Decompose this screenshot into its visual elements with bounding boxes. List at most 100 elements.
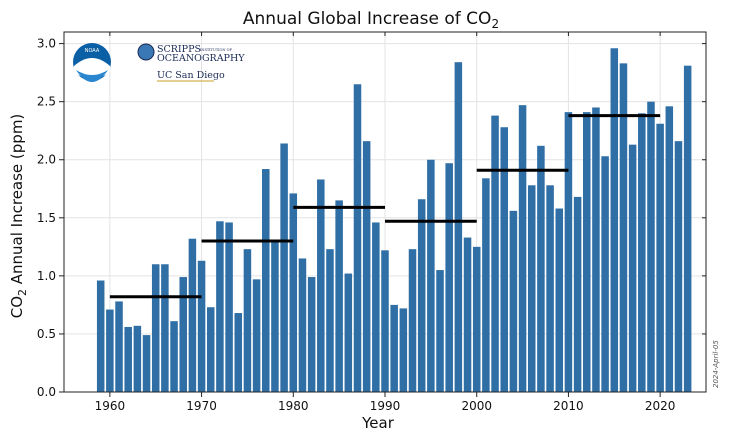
bar-2017 xyxy=(628,144,637,392)
y-axis-title-rest: Annual Increase (ppm) xyxy=(8,114,26,289)
bar-1984 xyxy=(326,249,334,392)
scripps-logo: SCRIPPS INSTITUTION OF OCEANOGRAPHY UC S… xyxy=(137,43,245,82)
bar-2006 xyxy=(527,185,536,392)
bar-2023 xyxy=(683,65,692,393)
bar-1991 xyxy=(390,304,398,392)
bar-1993 xyxy=(408,249,417,392)
bar-1989 xyxy=(372,222,380,392)
bar-2001 xyxy=(482,178,490,392)
bar-2018 xyxy=(638,113,646,392)
bar-2011 xyxy=(573,196,582,392)
decade-mean-lines xyxy=(109,114,661,299)
bar-1999 xyxy=(463,237,472,392)
date-note: 2024-April-05 xyxy=(712,340,720,388)
bar-2003 xyxy=(500,127,508,392)
y-axis-title-subscript: 2 xyxy=(16,289,29,296)
bar-1963 xyxy=(133,325,142,392)
bar-1998 xyxy=(454,62,463,392)
x-tick-label: 2000 xyxy=(461,399,492,413)
chart-title-main: Annual Global Increase of CO xyxy=(243,9,492,29)
bar-2022 xyxy=(674,141,683,392)
bar-1994 xyxy=(417,199,426,392)
bar-2000 xyxy=(472,246,481,392)
bar-2007 xyxy=(537,145,545,392)
bar-2014 xyxy=(601,156,609,392)
bar-1996 xyxy=(436,270,444,392)
x-axis-ticks: 1960 1970 1980 1990 2000 2010 2020 xyxy=(95,32,676,413)
scripps-tagline: INSTITUTION OF xyxy=(200,48,232,52)
bar-1975 xyxy=(243,249,252,392)
chart-title-subscript: 2 xyxy=(491,17,499,31)
bar-1995 xyxy=(427,159,435,392)
scripps-logo-globe xyxy=(137,43,155,61)
bar-1992 xyxy=(399,308,408,392)
y-axis-title-main: CO xyxy=(8,296,26,318)
bar-1982 xyxy=(307,277,316,392)
bar-1978 xyxy=(271,242,279,392)
bar-1986 xyxy=(344,273,353,392)
scripps-name-line2: OCEANOGRAPHY xyxy=(157,53,245,64)
bar-1965 xyxy=(151,264,160,392)
bar-1985 xyxy=(335,200,343,392)
bar-2004 xyxy=(509,210,518,392)
bar-1972 xyxy=(216,221,224,392)
bar-2021 xyxy=(665,106,674,392)
bar-1961 xyxy=(115,301,123,392)
bar-1980 xyxy=(289,193,298,392)
bar-2020 xyxy=(656,123,664,393)
bar-2019 xyxy=(647,101,655,393)
x-tick-label: 1990 xyxy=(370,399,401,413)
bar-1962 xyxy=(124,326,132,392)
y-tick-label: 2.5 xyxy=(37,95,56,109)
bar-1964 xyxy=(142,335,151,392)
bar-1977 xyxy=(262,169,270,392)
bar-1969 xyxy=(188,238,197,392)
bar-1973 xyxy=(225,222,233,392)
scripps-name-line1: SCRIPPS xyxy=(157,44,201,55)
bar-1988 xyxy=(362,141,371,392)
bar-1959 xyxy=(96,280,105,392)
bar-2008 xyxy=(546,185,554,392)
y-tick-label: 2.0 xyxy=(37,153,56,167)
bar-2015 xyxy=(610,48,619,392)
bar-1967 xyxy=(170,321,178,392)
y-tick-label: 0.5 xyxy=(37,327,56,341)
noaa-logo-text: NOAA xyxy=(85,48,100,54)
bar-1981 xyxy=(298,258,307,392)
bar-1987 xyxy=(353,84,362,392)
x-tick-label: 2020 xyxy=(645,399,676,413)
ucsd-wordmark: UC San Diego xyxy=(157,70,225,81)
bar-series xyxy=(96,48,692,393)
bar-2002 xyxy=(491,115,499,393)
x-tick-label: 2010 xyxy=(553,399,584,413)
bar-1983 xyxy=(317,179,325,392)
x-axis-title: Year xyxy=(361,414,395,432)
y-axis-title: CO2 Annual Increase (ppm) xyxy=(8,114,29,319)
bar-1970 xyxy=(197,260,206,392)
y-tick-label: 1.0 xyxy=(37,269,56,283)
bar-2013 xyxy=(592,107,600,392)
x-tick-label: 1970 xyxy=(186,399,217,413)
bar-2016 xyxy=(619,63,628,392)
bar-2009 xyxy=(555,208,564,392)
bar-1960 xyxy=(106,309,114,392)
y-tick-label: 1.5 xyxy=(37,211,56,225)
bar-1974 xyxy=(234,313,243,392)
bar-2010 xyxy=(564,112,573,392)
bar-2012 xyxy=(583,112,591,392)
bar-1976 xyxy=(252,279,261,392)
x-tick-label: 1980 xyxy=(278,399,309,413)
y-axis-ticks: 0.0 0.5 1.0 1.5 2.0 2.5 3.0 xyxy=(37,37,706,399)
y-tick-label: 0.0 xyxy=(37,385,56,399)
bar-1971 xyxy=(206,307,215,392)
y-tick-label: 3.0 xyxy=(37,37,56,51)
bar-1997 xyxy=(445,163,453,392)
x-tick-label: 1960 xyxy=(95,399,126,413)
bar-1968 xyxy=(179,277,187,392)
noaa-logo: NOAA xyxy=(73,43,111,82)
bar-1979 xyxy=(280,143,288,392)
noaa-logo-wave xyxy=(76,70,108,82)
bar-2005 xyxy=(518,105,527,392)
bar-1990 xyxy=(381,250,389,392)
